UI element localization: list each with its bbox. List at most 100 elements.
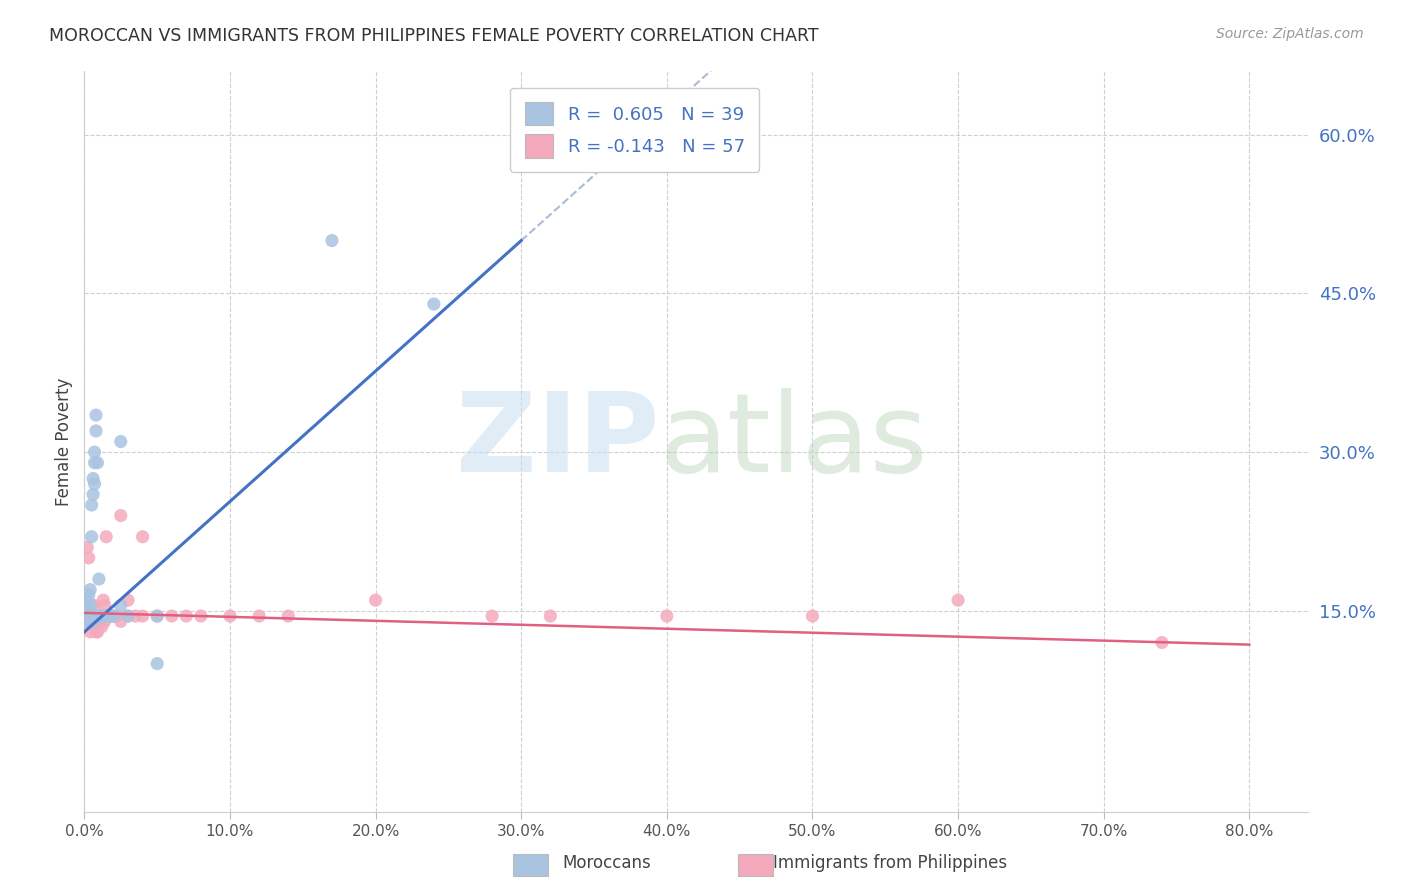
- Point: [93, 599, 115, 613]
- Point: [79, 624, 101, 639]
- Point: [79, 599, 101, 613]
- Point: [76, 615, 98, 629]
- Point: [96, 530, 118, 544]
- Point: [277, 609, 299, 624]
- Text: Source: ZipAtlas.com: Source: ZipAtlas.com: [1216, 27, 1364, 41]
- Point: [87, 609, 110, 624]
- Point: [82, 615, 104, 629]
- Point: [97, 609, 120, 624]
- Point: [77, 604, 100, 618]
- Point: [91, 609, 114, 624]
- Point: [82, 615, 104, 629]
- Point: [86, 609, 108, 624]
- Point: [105, 609, 128, 624]
- Point: [801, 609, 824, 624]
- Y-axis label: Female Poverty: Female Poverty: [55, 377, 73, 506]
- Point: [87, 609, 110, 624]
- Point: [80, 599, 103, 613]
- Point: [87, 615, 110, 629]
- Point: [87, 572, 110, 586]
- Point: [100, 609, 122, 624]
- Point: [174, 609, 197, 624]
- Point: [131, 530, 153, 544]
- Point: [77, 615, 100, 629]
- Point: [96, 609, 118, 624]
- Point: [146, 609, 169, 624]
- Text: ZIP: ZIP: [456, 388, 659, 495]
- Point: [82, 471, 104, 485]
- Point: [110, 434, 132, 449]
- Point: [75, 604, 97, 618]
- Point: [75, 599, 97, 613]
- Point: [247, 609, 270, 624]
- Point: [76, 609, 98, 624]
- Point: [124, 609, 146, 624]
- Point: [117, 609, 139, 624]
- Point: [1150, 635, 1173, 649]
- Point: [91, 609, 114, 624]
- Point: [103, 609, 125, 624]
- Point: [82, 487, 104, 501]
- Point: [946, 593, 969, 607]
- Point: [75, 615, 97, 629]
- Text: Moroccans: Moroccans: [562, 855, 651, 872]
- Point: [481, 609, 503, 624]
- Point: [321, 234, 343, 248]
- Point: [84, 424, 107, 438]
- Point: [84, 609, 107, 624]
- Point: [86, 624, 108, 639]
- Point: [77, 609, 100, 624]
- Point: [80, 609, 103, 624]
- Point: [84, 624, 107, 639]
- Point: [77, 609, 100, 624]
- Point: [76, 593, 98, 607]
- Point: [110, 599, 132, 613]
- Point: [77, 550, 100, 565]
- Point: [91, 593, 114, 607]
- Point: [80, 615, 103, 629]
- Point: [93, 615, 115, 629]
- Point: [82, 609, 104, 624]
- Point: [79, 609, 101, 624]
- Point: [90, 609, 112, 624]
- Point: [103, 609, 125, 624]
- Point: [83, 445, 105, 459]
- Point: [83, 599, 105, 613]
- Point: [86, 615, 108, 629]
- Point: [84, 408, 107, 422]
- Point: [131, 609, 153, 624]
- Point: [83, 609, 105, 624]
- Text: Immigrants from Philippines: Immigrants from Philippines: [773, 855, 1008, 872]
- Point: [423, 297, 446, 311]
- Point: [90, 609, 112, 624]
- Legend: R =  0.605   N = 39, R = -0.143   N = 57: R = 0.605 N = 39, R = -0.143 N = 57: [510, 87, 759, 172]
- Point: [110, 615, 132, 629]
- Point: [100, 609, 122, 624]
- Point: [96, 609, 118, 624]
- Point: [110, 508, 132, 523]
- Point: [83, 456, 105, 470]
- Point: [146, 609, 169, 624]
- Text: atlas: atlas: [659, 388, 928, 495]
- Point: [89, 609, 111, 624]
- Point: [538, 609, 561, 624]
- Point: [89, 609, 111, 624]
- Point: [117, 609, 139, 624]
- Point: [86, 456, 108, 470]
- Point: [79, 615, 101, 629]
- Point: [160, 609, 183, 624]
- Point: [190, 609, 212, 624]
- Point: [83, 476, 105, 491]
- Point: [77, 588, 100, 602]
- Point: [364, 593, 387, 607]
- Point: [80, 615, 103, 629]
- Point: [219, 609, 242, 624]
- Point: [89, 615, 111, 629]
- Point: [90, 619, 112, 633]
- Point: [83, 615, 105, 629]
- Point: [80, 530, 103, 544]
- Point: [117, 593, 139, 607]
- Text: MOROCCAN VS IMMIGRANTS FROM PHILIPPINES FEMALE POVERTY CORRELATION CHART: MOROCCAN VS IMMIGRANTS FROM PHILIPPINES …: [49, 27, 818, 45]
- Point: [80, 498, 103, 512]
- Point: [98, 609, 121, 624]
